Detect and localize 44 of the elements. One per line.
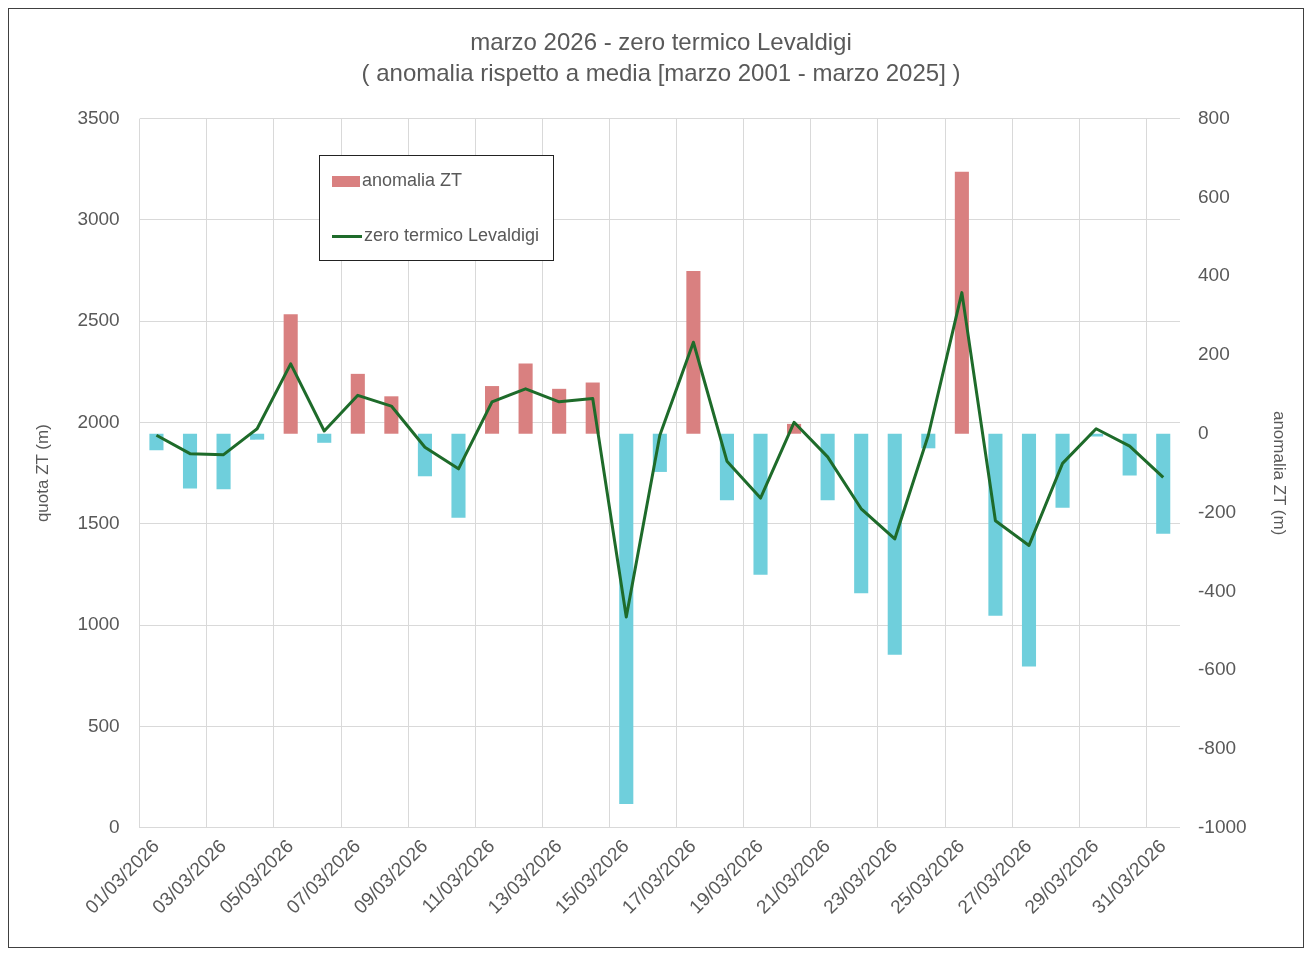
- bar: [182, 433, 198, 489]
- y2-tick-label: -1000: [1198, 815, 1247, 837]
- bar: [216, 433, 231, 490]
- bar: [552, 388, 567, 434]
- y-tick-label: 0: [109, 815, 120, 837]
- y2-tick-label: 400: [1198, 264, 1230, 286]
- y-tick-label: 2000: [77, 410, 120, 432]
- y-tick-label: 3500: [77, 106, 120, 128]
- y-tick-label: 1000: [77, 613, 120, 635]
- bar: [820, 433, 835, 501]
- y2-tick-label: -600: [1198, 658, 1237, 680]
- bar: [686, 271, 701, 434]
- y2-tick-label: 0: [1198, 421, 1209, 443]
- bar: [350, 373, 365, 434]
- legend-label: zero termico Levaldigi: [364, 225, 540, 245]
- chart-subtitle: ( anomalia rispetto a media [marzo 2001 - marzo 2025] ): [361, 58, 961, 86]
- bar: [317, 433, 332, 443]
- bar: [854, 433, 869, 594]
- legend-label: anomalia ZT: [362, 170, 463, 190]
- y-tick-label: 2500: [77, 309, 120, 331]
- y-tick-label: 1500: [77, 512, 120, 533]
- bar: [250, 433, 265, 440]
- bar: [954, 171, 969, 434]
- y2-tick-label: -800: [1198, 737, 1237, 759]
- y2-tick-label: 800: [1198, 106, 1230, 128]
- y2-tick-label: 600: [1198, 185, 1230, 207]
- bar: [619, 433, 634, 804]
- bar: [753, 433, 768, 575]
- bar: [518, 363, 533, 434]
- bar: [1055, 433, 1070, 508]
- chart-title: marzo 2026 - zero termico Levaldigi: [470, 28, 852, 56]
- y-axis-title: quota ZT (m): [32, 424, 52, 523]
- bar: [887, 433, 902, 655]
- y2-tick-label: 200: [1198, 343, 1230, 365]
- bar: [451, 433, 466, 518]
- bar: [1021, 433, 1037, 667]
- y-tick-label: 3000: [77, 208, 120, 230]
- bar: [988, 433, 1003, 616]
- y2-tick-label: -400: [1198, 579, 1237, 601]
- y2-axis-title: anomalia ZT (m): [1270, 410, 1290, 536]
- bar: [1156, 433, 1171, 534]
- y2-tick-label: -200: [1198, 500, 1237, 522]
- bar: [283, 314, 298, 434]
- y-tick-label: 500: [87, 714, 120, 736]
